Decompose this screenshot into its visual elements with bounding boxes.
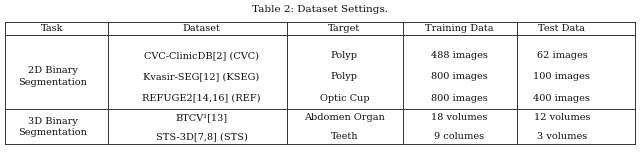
Text: 800 images: 800 images xyxy=(431,93,488,103)
Text: STS-3D[7,8] (STS): STS-3D[7,8] (STS) xyxy=(156,132,248,141)
Text: 62 images: 62 images xyxy=(536,51,588,60)
Text: 12 volumes: 12 volumes xyxy=(534,113,590,122)
Text: CVC-ClinicDB[2] (CVC): CVC-ClinicDB[2] (CVC) xyxy=(144,51,259,60)
Text: 100 images: 100 images xyxy=(534,72,590,81)
Text: Training Data: Training Data xyxy=(425,24,494,33)
Text: Abdomen Organ: Abdomen Organ xyxy=(304,113,385,122)
Text: 3 volumes: 3 volumes xyxy=(537,132,587,141)
Text: Table 2: Dataset Settings.: Table 2: Dataset Settings. xyxy=(252,5,388,14)
Text: 488 images: 488 images xyxy=(431,51,488,60)
Text: 18 volumes: 18 volumes xyxy=(431,113,488,122)
Text: Optic Cup: Optic Cup xyxy=(319,93,369,103)
Text: Kvasir-SEG[12] (KSEG): Kvasir-SEG[12] (KSEG) xyxy=(143,72,260,81)
Text: Dataset: Dataset xyxy=(182,24,221,33)
Text: Polyp: Polyp xyxy=(331,51,358,60)
Text: 3D Binary
Segmentation: 3D Binary Segmentation xyxy=(18,117,87,137)
Text: 400 images: 400 images xyxy=(534,93,590,103)
Text: Polyp: Polyp xyxy=(331,72,358,81)
Text: 9 columes: 9 columes xyxy=(435,132,484,141)
Text: Test Data: Test Data xyxy=(538,24,586,33)
Text: Teeth: Teeth xyxy=(331,132,358,141)
Text: REFUGE2[14,16] (REF): REFUGE2[14,16] (REF) xyxy=(142,93,261,103)
Text: 800 images: 800 images xyxy=(431,72,488,81)
Text: BTCV¹[13]: BTCV¹[13] xyxy=(175,113,228,122)
Text: 2D Binary
Segmentation: 2D Binary Segmentation xyxy=(18,66,87,87)
Text: Task: Task xyxy=(41,24,64,33)
Text: Target: Target xyxy=(328,24,360,33)
